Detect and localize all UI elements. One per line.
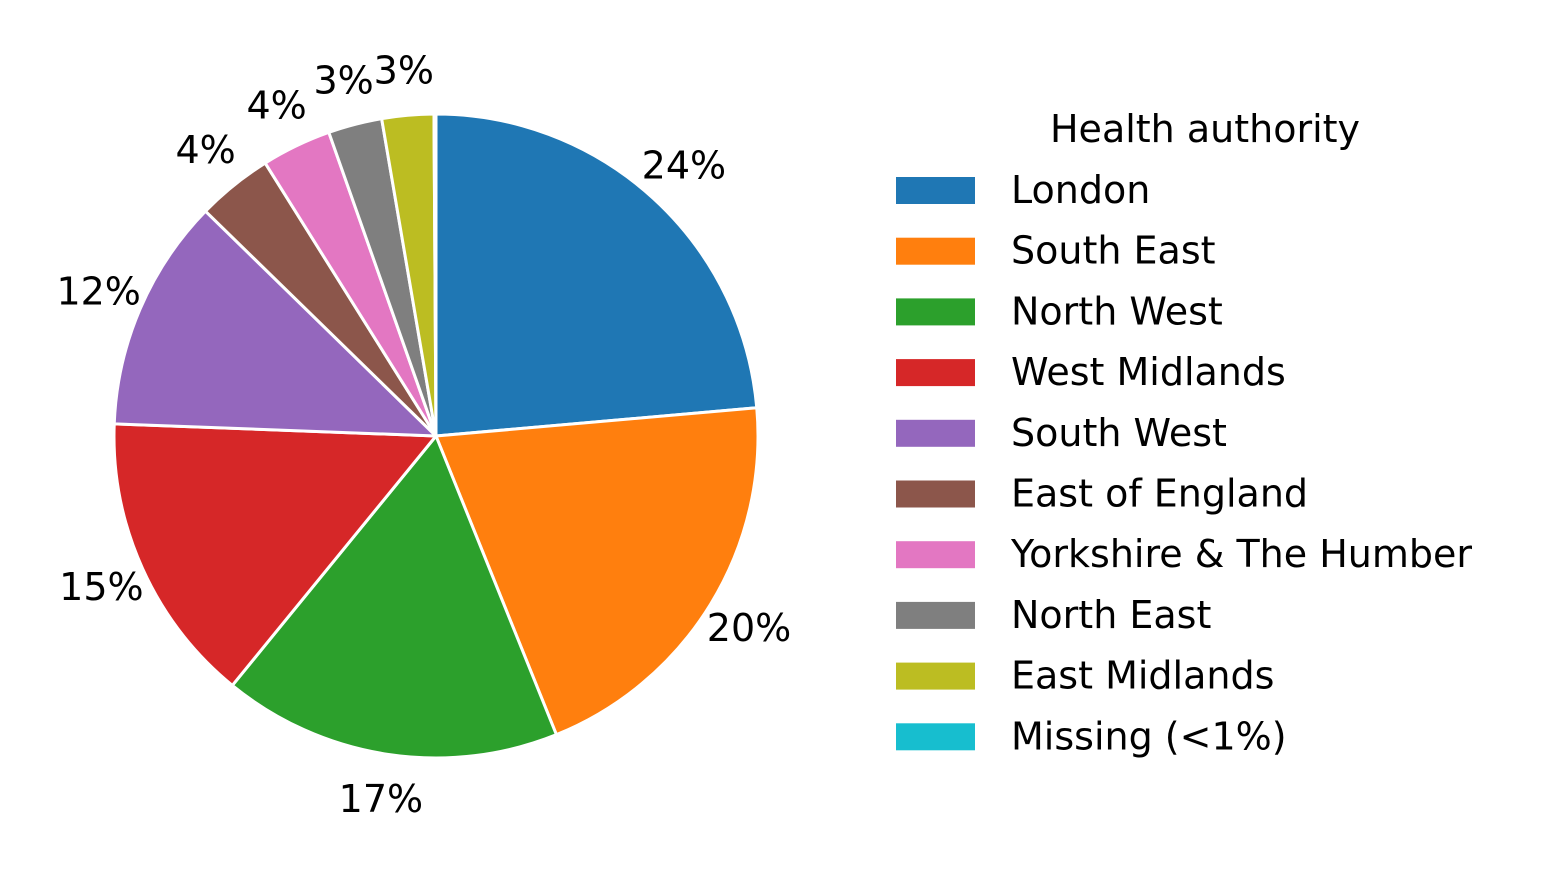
legend-label: East Midlands	[1011, 654, 1274, 698]
legend-swatch	[896, 541, 975, 569]
pie-slice-south-east	[434, 406, 760, 737]
legend-swatch	[896, 601, 975, 629]
legend-item-london: London	[896, 168, 1150, 212]
pie-percent-label-london: 24%	[642, 143, 726, 187]
pie-percent-labels: 24%20%17%15%12%4%4%3% 3%	[56, 48, 791, 821]
legend-item-east-of-england: East of England	[896, 472, 1308, 516]
legend-swatch	[896, 237, 975, 265]
legend-item-north-east: North East	[896, 593, 1211, 637]
pie-slice-south-west	[112, 209, 438, 438]
pie-slice-west-midlands	[112, 422, 438, 687]
legend-item-west-midlands: West Midlands	[896, 350, 1286, 394]
pie-slice-north-west	[230, 434, 558, 760]
legend-swatch	[896, 419, 975, 447]
legend-items: London South East North West West Midlands S…	[896, 168, 1472, 758]
legend-label: North East	[1011, 593, 1211, 637]
legend-label: South West	[1011, 411, 1227, 455]
legend-label: North West	[1011, 289, 1223, 333]
legend-item-south-west: South West	[896, 411, 1227, 455]
legend-label: Missing (<1%)	[1011, 714, 1287, 758]
pie-percent-label-yorkshire-the-humber: 4%	[246, 83, 306, 127]
legend-label: West Midlands	[1011, 350, 1286, 394]
pie-percent-label-south-west: 12%	[56, 269, 140, 313]
pie-percent-label-north-west: 17%	[339, 777, 423, 821]
legend-label: London	[1011, 168, 1150, 212]
legend-swatch	[896, 177, 975, 204]
pie-percent-label-east-of-england: 4%	[175, 128, 235, 172]
pie-percent-label-north-east: 3%	[313, 59, 373, 103]
legend-label: Yorkshire & The Humber	[1010, 532, 1472, 576]
legend-title: Health authority	[1050, 107, 1360, 151]
legend-swatch	[896, 298, 975, 326]
legend: Health authority London South East North W…	[896, 107, 1472, 758]
pie-slice-london	[434, 112, 759, 438]
pie-slices	[112, 112, 760, 760]
legend-swatch	[896, 723, 975, 751]
legend-swatch	[896, 480, 975, 508]
pie-percent-label-west-midlands: 15%	[59, 565, 143, 609]
legend-swatch	[896, 359, 975, 387]
legend-item-north-west: North West	[896, 289, 1223, 333]
legend-item-south-east: South East	[896, 229, 1216, 273]
legend-label: South East	[1011, 229, 1216, 273]
legend-swatch	[896, 662, 975, 690]
pie-slice-missing-1	[432, 112, 438, 438]
pie-percent-label-south-east: 20%	[707, 606, 791, 650]
legend-label: East of England	[1011, 472, 1308, 516]
pie-percent-label-east-midlands: 3%	[374, 48, 434, 92]
legend-item-east-midlands: East Midlands	[896, 654, 1274, 698]
legend-item-missing-1: Missing (<1%)	[896, 714, 1287, 758]
legend-item-yorkshire-the-humber: Yorkshire & The Humber	[896, 532, 1472, 576]
